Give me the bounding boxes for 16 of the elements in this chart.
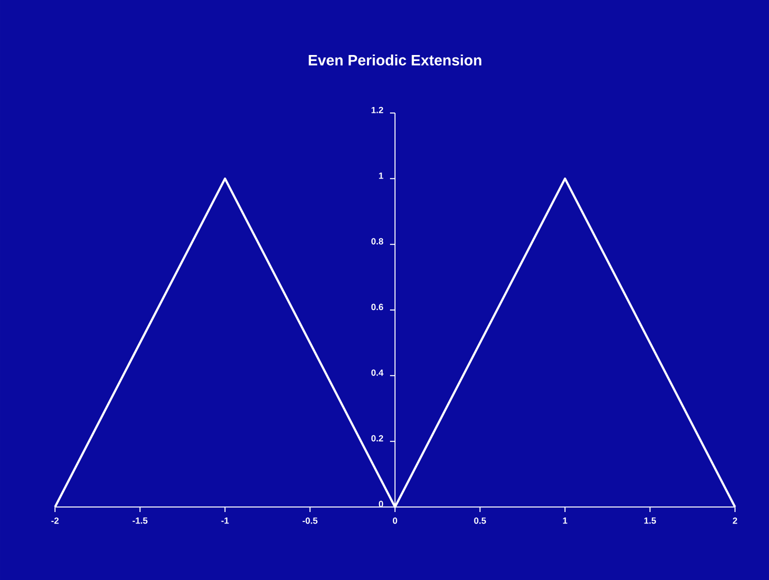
x-tick-label: 2 — [732, 518, 738, 524]
y-tick-label: 1.2 — [372, 106, 384, 114]
y-tick-label: 0.8 — [371, 238, 384, 244]
x-tick-label: -1.5 — [132, 518, 148, 524]
x-tick-label: -1 — [221, 518, 229, 524]
x-tick-label: 1 — [563, 518, 568, 524]
x-tick-label: 1.5 — [644, 518, 656, 524]
chart-title: Even Periodic Extension — [308, 54, 482, 66]
x-tick-label: 0.5 — [474, 518, 486, 524]
y-tick-label: 0.4 — [371, 369, 384, 376]
y-tick-label: 0.2 — [371, 435, 384, 442]
y-tick-label: 0.6 — [371, 304, 384, 310]
x-tick-label: -2 — [51, 518, 59, 524]
x-tick-label: -0.5 — [302, 518, 318, 524]
x-tick-label: 0 — [392, 518, 398, 524]
y-tick-label: 1 — [379, 172, 384, 179]
